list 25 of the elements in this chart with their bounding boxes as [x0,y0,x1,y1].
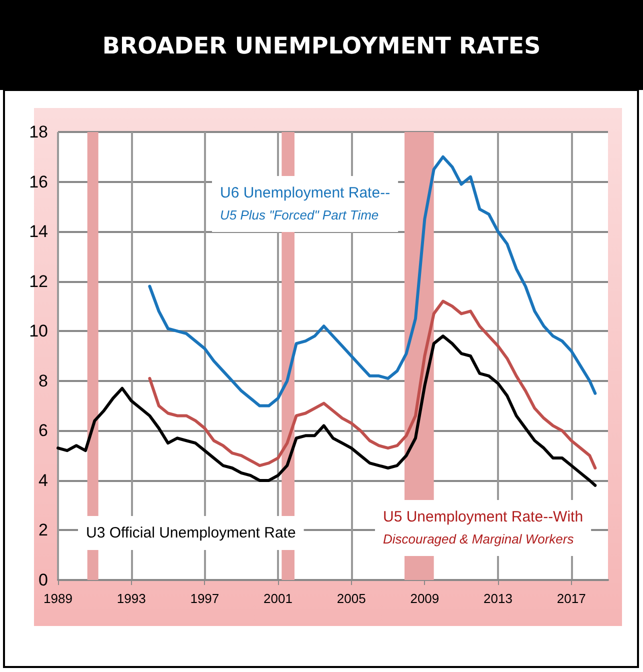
y-tick-label: 2 [38,520,48,540]
y-tick-label: 4 [38,470,48,490]
y-tick-label: 0 [38,570,48,590]
y-tick-label: 8 [38,371,48,390]
x-tick-label: 1989 [44,591,72,606]
y-tick-label: 6 [38,421,48,440]
x-tick-label: 2017 [556,591,586,606]
annotation: U5 Unemployment Rate--With Discouraged & Marginal Workers [383,508,584,546]
chart-title: BROADER UNEMPLOYMENT RATES [102,34,541,60]
x-tick-label: 2013 [484,591,512,606]
x-tick-label: 1997 [190,591,220,606]
annotation: U6 Unemployment Rate-- U5 Plus "Forced" Part Time [220,184,390,222]
y-tick-label: 14 [29,222,48,242]
line-series [148,155,597,408]
y-tick-label: 10 [29,322,48,341]
y-tick-label: 12 [29,272,48,291]
x-tick-label: 2001 [264,591,292,606]
y-tick-label: 16 [29,172,48,192]
x-tick-label: 2009 [410,591,440,606]
x-tick-label: 2005 [336,591,366,606]
line-series [56,334,597,487]
x-tick-label: 1993 [116,591,146,606]
annotation: U3 Official Unemployment Rate [86,524,296,542]
line-series [148,300,597,470]
y-tick-label: 18 [29,122,48,142]
